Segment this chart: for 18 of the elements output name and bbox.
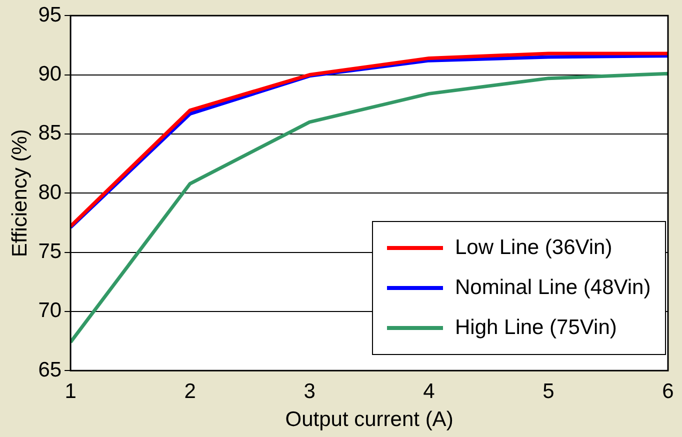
x-axis-title: Output current (A) <box>285 408 454 432</box>
x-tick-label: 6 <box>662 380 674 403</box>
y-tick-label: 90 <box>38 62 62 86</box>
y-tick-label: 80 <box>38 180 62 204</box>
x-tick-label: 5 <box>542 380 554 403</box>
x-tick-label: 1 <box>64 380 76 403</box>
legend-label: Nominal Line (48Vin) <box>455 276 651 300</box>
y-axis-title: Efficiency (%) <box>8 129 32 258</box>
x-tick-label: 3 <box>304 380 316 403</box>
legend-label: Low Line (36Vin) <box>455 236 612 260</box>
legend-label: High Line (75Vin) <box>455 316 617 340</box>
y-tick-label: 70 <box>38 299 62 322</box>
y-tick-label: 95 <box>38 3 62 26</box>
x-tick-label: 2 <box>184 380 196 403</box>
y-tick-label: 75 <box>38 240 62 264</box>
y-tick-label: 65 <box>38 358 62 382</box>
y-tick-label: 85 <box>38 122 62 145</box>
x-tick-label: 4 <box>423 380 436 403</box>
